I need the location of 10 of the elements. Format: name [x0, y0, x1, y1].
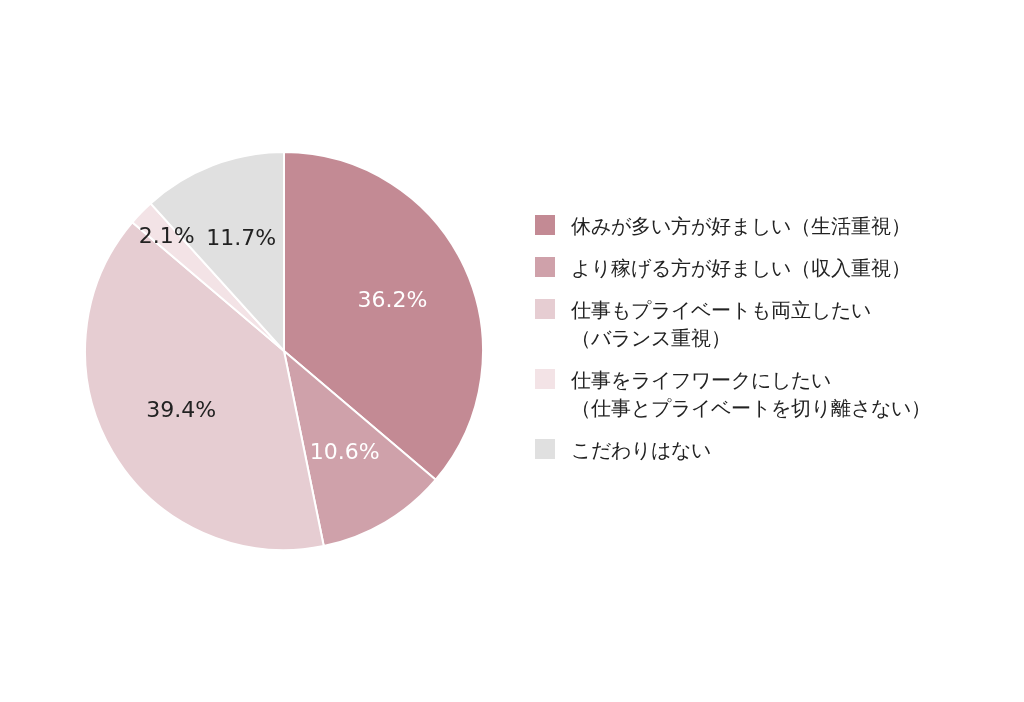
legend-label: 休みが多い方が好ましい（生活重視） — [571, 213, 912, 240]
legend-label: 仕事もプライベートも両立したい（バランス重視） — [571, 297, 872, 352]
data-label: 39.4% — [146, 397, 217, 423]
legend-label: より稼げる方が好ましい（収入重視） — [571, 255, 912, 282]
data-label: 10.6% — [309, 439, 380, 465]
data-label: 2.1% — [138, 223, 195, 249]
data-label: 11.7% — [206, 225, 277, 251]
data-label: 36.2% — [357, 286, 428, 312]
legend-label: 仕事をライフワークにしたい（仕事とプライベートを切り離さない） — [571, 367, 932, 422]
legend-label: こだわりはない — [571, 437, 712, 464]
